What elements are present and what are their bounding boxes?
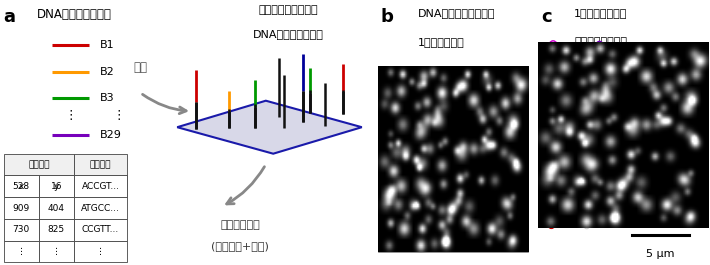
- Text: 1分子シーケンス: 1分子シーケンス: [574, 8, 628, 18]
- Bar: [74, 175, 127, 197]
- Text: 404: 404: [48, 204, 65, 213]
- Bar: [4, 154, 74, 175]
- Bar: [74, 154, 127, 175]
- Bar: [378, 66, 528, 252]
- Bar: [4, 175, 39, 197]
- Bar: [39, 175, 74, 197]
- Text: 909: 909: [13, 204, 30, 213]
- Text: B3: B3: [99, 93, 114, 103]
- Text: 配列情報: 配列情報: [90, 160, 111, 169]
- Text: 座標情報: 座標情報: [28, 160, 50, 169]
- Text: 5 μm: 5 μm: [646, 249, 674, 259]
- Text: b: b: [381, 8, 393, 26]
- Bar: [74, 241, 127, 262]
- Text: 1分子茕光画像: 1分子茕光画像: [417, 37, 464, 47]
- Text: DNAバーコード分子の: DNAバーコード分子の: [417, 8, 495, 18]
- Text: 計測: 計測: [133, 61, 147, 74]
- Text: c: c: [541, 8, 552, 26]
- Bar: [4, 175, 39, 197]
- Text: シーケンス基板上の: シーケンス基板上の: [258, 5, 318, 15]
- Bar: [74, 175, 127, 197]
- Bar: [39, 175, 74, 197]
- Bar: [4, 241, 39, 262]
- Text: 16: 16: [50, 182, 62, 191]
- Bar: [39, 219, 74, 241]
- Text: ACCGT...: ACCGT...: [82, 182, 119, 191]
- Text: 825: 825: [48, 225, 65, 234]
- Text: データの出力: データの出力: [220, 220, 260, 230]
- Text: a: a: [4, 8, 16, 26]
- Polygon shape: [178, 101, 362, 154]
- Text: B29: B29: [99, 130, 121, 140]
- Text: DNAバーコード分子: DNAバーコード分子: [253, 29, 324, 39]
- Bar: [74, 219, 127, 241]
- Text: ATGCC...: ATGCC...: [81, 204, 120, 213]
- Text: 528: 528: [13, 182, 30, 191]
- Text: ⋮: ⋮: [112, 109, 124, 122]
- Text: ⋮: ⋮: [96, 247, 105, 256]
- Text: B2: B2: [99, 67, 114, 77]
- Bar: [4, 197, 39, 219]
- Bar: [74, 197, 127, 219]
- Text: x: x: [18, 182, 24, 191]
- Text: y: y: [54, 182, 59, 191]
- Text: (座標情報+配列): (座標情報+配列): [211, 241, 269, 251]
- Bar: [39, 241, 74, 262]
- Text: B1: B1: [99, 40, 114, 50]
- Text: ⋮: ⋮: [52, 247, 61, 256]
- Bar: [39, 197, 74, 219]
- Text: DNAバーコード分子: DNAバーコード分子: [37, 8, 111, 21]
- Text: ⋮: ⋮: [64, 109, 77, 122]
- Text: B30: B30: [99, 157, 121, 167]
- Text: CCGTT...: CCGTT...: [82, 225, 119, 234]
- Text: ⋮: ⋮: [17, 247, 26, 256]
- Text: 730: 730: [13, 225, 30, 234]
- Text: による配列の特定: による配列の特定: [574, 37, 628, 47]
- Bar: [4, 219, 39, 241]
